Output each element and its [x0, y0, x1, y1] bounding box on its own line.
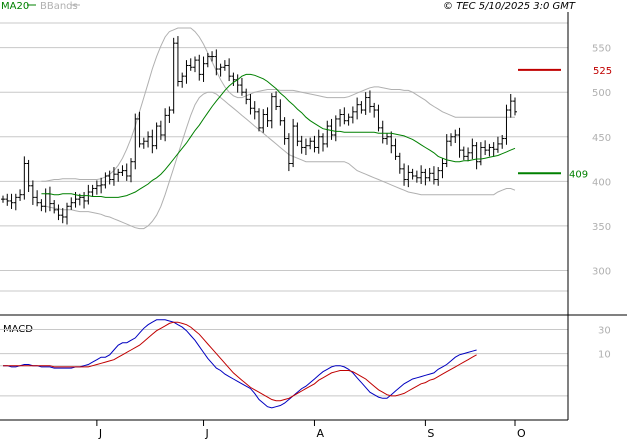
legend-bbands: BBands [40, 1, 78, 12]
macd-y-tick-label: 30 [598, 325, 611, 336]
price-y-tick-label: 350 [592, 222, 611, 233]
price-y-tick-label: 500 [592, 88, 611, 99]
x-axis-tick-label: J [205, 427, 209, 440]
resistance-level-label: 525 [593, 66, 612, 77]
x-axis-tick-label: J [98, 427, 102, 440]
macd-line [3, 319, 477, 409]
legend-ma20: MA20 [1, 1, 29, 12]
bbands-upper-line [41, 27, 515, 182]
price-y-tick-label: 400 [592, 177, 611, 188]
x-axis-tick-label: S [427, 427, 434, 440]
bbands-lower-line [41, 91, 516, 230]
credit-text: © TEC 5/10/2025 3:0 GMT [443, 1, 576, 12]
x-axis-tick-label: O [517, 427, 526, 440]
macd-y-tick-label: 10 [598, 350, 611, 361]
price-panel: 300 350 400 450 500 550 525 409 [0, 22, 612, 292]
price-y-tick-label: 550 [592, 44, 611, 55]
price-y-tick-label: 300 [592, 266, 611, 277]
support-level-label: 409 [569, 169, 588, 180]
ma20-line [41, 73, 516, 198]
x-axis-tick-label: A [316, 427, 324, 440]
price-y-tick-label: 450 [592, 133, 611, 144]
macd-signal-line [3, 321, 477, 402]
